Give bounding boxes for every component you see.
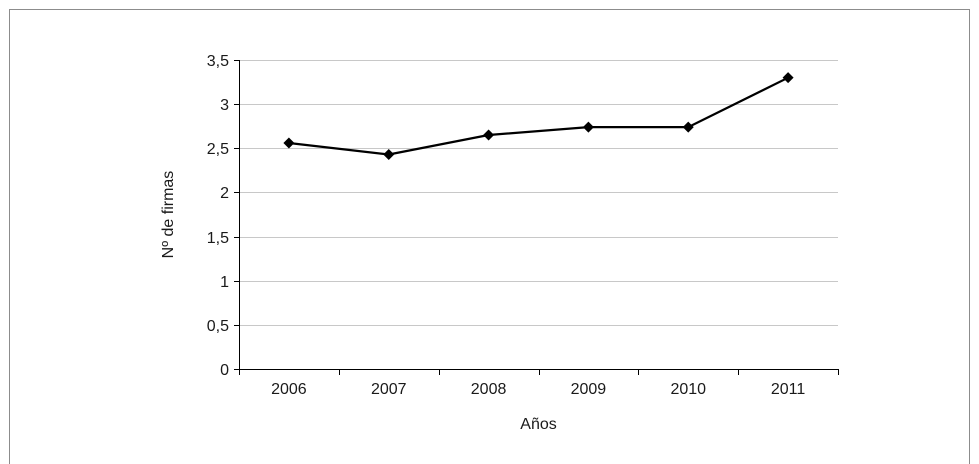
y-tick-label: 1 bbox=[220, 274, 229, 291]
y-tick-label: 1,5 bbox=[207, 230, 229, 247]
y-tick-label: 2 bbox=[220, 185, 229, 202]
data-point-marker bbox=[483, 129, 495, 141]
x-tick-label: 2008 bbox=[471, 381, 507, 398]
x-axis-title: Años bbox=[520, 416, 556, 433]
y-tick-label: 0,5 bbox=[207, 318, 229, 335]
chart-frame bbox=[9, 9, 970, 464]
x-tick-label: 2009 bbox=[571, 381, 607, 398]
data-point-marker bbox=[283, 137, 295, 149]
series-line bbox=[288, 76, 789, 156]
data-point-marker bbox=[782, 72, 794, 84]
data-point-marker bbox=[383, 148, 395, 160]
series-layer bbox=[283, 72, 794, 160]
data-point-marker bbox=[682, 121, 694, 133]
x-tick-label: 2007 bbox=[371, 381, 407, 398]
x-tick-labels: 2006 2007 2008 2009 2010 2011 bbox=[271, 381, 805, 398]
y-tick-labels: 0 0,5 1 1,5 2 2,5 3 3,5 bbox=[207, 53, 229, 379]
y-tick-label: 3,5 bbox=[207, 53, 229, 70]
y-tick-label: 2,5 bbox=[207, 141, 229, 158]
x-tick-label: 2010 bbox=[670, 381, 706, 398]
y-tick-label: 0 bbox=[220, 362, 229, 379]
y-tick-label: 3 bbox=[220, 97, 229, 114]
axes bbox=[234, 60, 839, 375]
x-tick-label: 2011 bbox=[771, 381, 806, 398]
gridlines bbox=[239, 60, 838, 326]
y-axis-title: Nº de firmas bbox=[160, 171, 177, 259]
data-point-marker bbox=[582, 121, 594, 133]
x-tick-label: 2006 bbox=[271, 381, 307, 398]
